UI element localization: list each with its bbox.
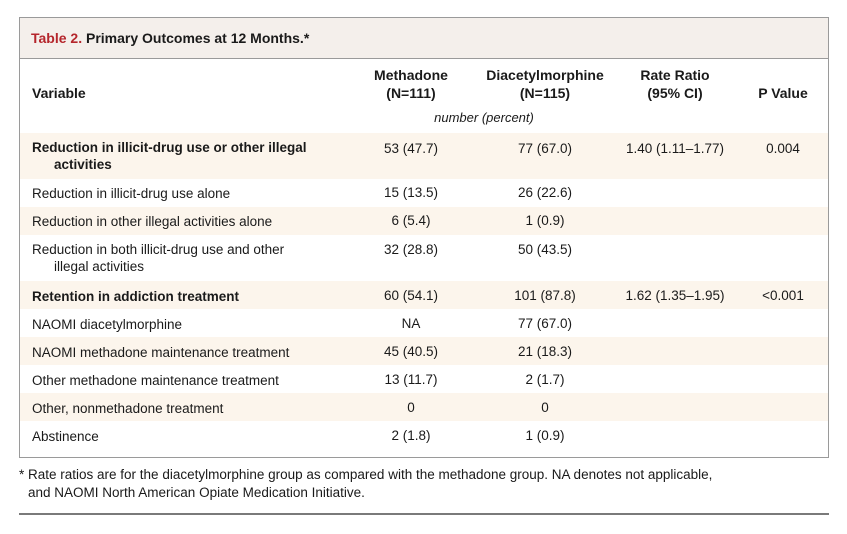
table-title: Table 2. Primary Outcomes at 12 Months.*	[31, 30, 309, 46]
header-variable: Variable	[32, 85, 86, 101]
table-row: Reduction in both illicit-drug use and o…	[20, 235, 828, 281]
row-methadone: 53 (47.7)	[383, 141, 439, 156]
row-methadone: 13 (11.7)	[384, 372, 438, 387]
footnote-line-2: and NAOMI North American Opiate Medicati…	[28, 485, 365, 500]
header-methadone: Methadone (N=111)	[374, 67, 448, 101]
row-diacetylmorphine: 50 (43.5)	[517, 242, 573, 257]
row-methadone: NA	[401, 316, 421, 331]
row-variable: Other, nonmethadone treatment	[32, 401, 224, 416]
row-diacetylmorphine: 77 (67.0)	[517, 316, 573, 331]
row-methadone: 6 (5.4)	[391, 213, 431, 228]
footnote-line-1: * Rate ratios are for the diacetylmorphi…	[19, 467, 713, 482]
table-row: Other, nonmethadone treatment 0 0	[20, 393, 828, 421]
row-methadone: 45 (40.5)	[383, 344, 439, 359]
bottom-divider	[19, 513, 829, 515]
row-diacetylmorphine: 1 (0.9)	[525, 428, 565, 443]
header-p-value: P Value	[758, 85, 808, 101]
row-rate-ratio: 1.62 (1.35–1.95)	[625, 288, 725, 303]
table-row: NAOMI methadone maintenance treatment 45…	[20, 337, 828, 365]
units-label: number (percent)	[434, 110, 534, 125]
header-diacetylmorphine: Diacetylmorphine (N=115)	[486, 67, 604, 101]
row-p-value: 0.004	[766, 141, 800, 156]
row-methadone: 60 (54.1)	[383, 288, 439, 303]
row-diacetylmorphine: 26 (22.6)	[517, 185, 573, 200]
row-variable: Reduction in other illegal activities al…	[32, 214, 273, 229]
row-methadone: 0	[407, 400, 415, 415]
row-variable: Other methadone maintenance treatment	[32, 373, 279, 388]
row-diacetylmorphine: 0	[541, 400, 549, 415]
row-diacetylmorphine: 101 (87.8)	[514, 288, 576, 303]
table-row: Reduction in illicit-drug use or other i…	[20, 133, 828, 179]
table-row: Abstinence 2 (1.8) 1 (0.9)	[20, 421, 828, 449]
table-row: Retention in addiction treatment 60 (54.…	[20, 281, 828, 309]
table-row: Other methadone maintenance treatment 13…	[20, 365, 828, 393]
table-label: Table 2.	[31, 30, 83, 46]
row-diacetylmorphine: 77 (67.0)	[517, 141, 573, 156]
row-p-value: <0.001	[762, 288, 804, 303]
row-variable: Reduction in illicit-drug use or other i…	[32, 140, 307, 172]
table-row: Reduction in illicit-drug use alone 15 (…	[20, 179, 828, 207]
table-title-text: Primary Outcomes at 12 Months.*	[85, 30, 310, 46]
table-row: Reduction in other illegal activities al…	[20, 207, 828, 235]
table-footnote: * Rate ratios are for the diacetylmorphi…	[19, 466, 824, 502]
table-row: NAOMI diacetylmorphine NA 77 (67.0)	[20, 309, 828, 337]
row-variable: NAOMI methadone maintenance treatment	[32, 345, 290, 360]
row-variable: NAOMI diacetylmorphine	[32, 317, 183, 332]
row-variable: Abstinence	[32, 429, 99, 444]
row-diacetylmorphine: 2 (1.7)	[525, 372, 565, 387]
row-methadone: 2 (1.8)	[391, 428, 431, 443]
header-rate-ratio: Rate Ratio (95% CI)	[640, 67, 710, 101]
row-methadone: 15 (13.5)	[383, 185, 439, 200]
row-variable: Retention in addiction treatment	[32, 289, 240, 304]
outcomes-table: Table 2. Primary Outcomes at 12 Months.*…	[19, 17, 829, 458]
row-diacetylmorphine: 21 (18.3)	[517, 344, 573, 359]
row-rate-ratio: 1.40 (1.11–1.77)	[625, 141, 725, 156]
table-title-bar: Table 2. Primary Outcomes at 12 Months.*	[20, 18, 828, 59]
row-diacetylmorphine: 1 (0.9)	[525, 213, 565, 228]
row-variable: Reduction in both illicit-drug use and o…	[32, 242, 285, 274]
row-methadone: 32 (28.8)	[383, 242, 439, 257]
row-variable: Reduction in illicit-drug use alone	[32, 186, 231, 201]
